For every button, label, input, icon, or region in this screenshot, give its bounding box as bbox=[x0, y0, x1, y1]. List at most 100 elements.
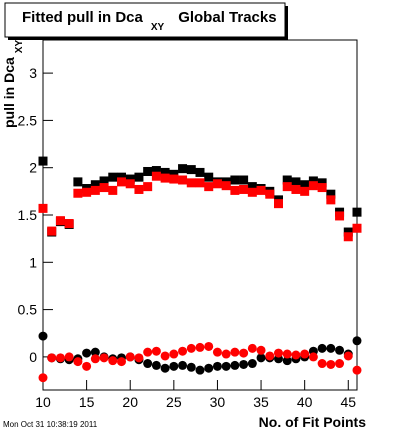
circle-marker bbox=[291, 350, 301, 360]
square-marker bbox=[134, 172, 144, 182]
square-marker bbox=[64, 219, 74, 229]
circle-marker bbox=[326, 343, 336, 353]
y-tick-label: 1.5 bbox=[18, 207, 38, 223]
circle-marker bbox=[38, 331, 48, 341]
square-marker bbox=[125, 179, 135, 189]
square-marker bbox=[265, 189, 275, 199]
square-marker bbox=[99, 176, 109, 186]
square-marker bbox=[195, 178, 205, 188]
circle-marker bbox=[230, 360, 240, 370]
circle-marker bbox=[317, 359, 327, 369]
circle-marker bbox=[160, 351, 170, 361]
square-marker bbox=[308, 176, 318, 186]
square-marker bbox=[326, 189, 336, 199]
circle-marker bbox=[186, 362, 196, 372]
circle-marker bbox=[195, 365, 205, 375]
y-tick-label: 2 bbox=[29, 160, 37, 176]
square-marker bbox=[282, 175, 292, 185]
title-subscript: XY bbox=[151, 22, 165, 33]
y-tick-label: 3 bbox=[29, 65, 37, 81]
circle-marker bbox=[247, 359, 257, 369]
plot-frame bbox=[42, 39, 358, 391]
circle-marker bbox=[308, 352, 318, 362]
title-suffix: Global Tracks bbox=[178, 9, 276, 26]
title-main: Fitted pull in Dca bbox=[22, 9, 143, 26]
circle-marker bbox=[221, 349, 231, 359]
square-marker bbox=[326, 195, 336, 205]
circle-marker bbox=[151, 360, 161, 370]
y-tick-label: 1 bbox=[29, 254, 37, 270]
circle-marker bbox=[247, 343, 257, 353]
circle-marker bbox=[230, 347, 240, 357]
x-tick-label: 15 bbox=[79, 394, 95, 410]
y-tick-label: 0 bbox=[29, 349, 37, 365]
square-marker bbox=[335, 211, 345, 221]
circle-marker bbox=[143, 359, 153, 369]
square-marker bbox=[55, 216, 65, 226]
square-marker bbox=[300, 186, 310, 196]
square-marker bbox=[160, 167, 170, 177]
square-marker bbox=[343, 227, 353, 237]
circle-marker bbox=[352, 336, 362, 346]
x-tick-label: 20 bbox=[122, 394, 138, 410]
circle-marker bbox=[204, 341, 214, 351]
square-marker bbox=[108, 185, 118, 195]
y-tick-label: 2.5 bbox=[18, 112, 38, 128]
square-marker bbox=[117, 172, 126, 182]
circle-marker bbox=[326, 359, 336, 369]
square-marker bbox=[317, 178, 327, 188]
circle-marker bbox=[151, 346, 161, 356]
circle-marker bbox=[47, 353, 57, 363]
x-tick-label: 40 bbox=[297, 394, 313, 410]
title-box bbox=[4, 2, 286, 38]
circle-marker bbox=[317, 343, 327, 353]
y-label-subscript: XY bbox=[14, 40, 25, 54]
square-marker bbox=[282, 182, 292, 192]
square-marker bbox=[204, 172, 214, 182]
circle-marker bbox=[73, 357, 83, 367]
x-axis-label: No. of Fit Points bbox=[259, 414, 367, 430]
square-marker bbox=[90, 185, 100, 195]
square-marker bbox=[82, 187, 92, 197]
square-marker bbox=[300, 180, 310, 190]
x-tick-label: 35 bbox=[253, 394, 269, 410]
circle-marker bbox=[143, 347, 153, 357]
square-marker bbox=[178, 164, 188, 174]
circle-marker bbox=[178, 360, 188, 370]
square-marker bbox=[247, 187, 257, 197]
square-marker bbox=[186, 178, 196, 188]
circle-marker bbox=[90, 347, 100, 357]
circle-marker bbox=[265, 351, 275, 361]
square-marker bbox=[230, 185, 240, 195]
square-marker bbox=[212, 179, 222, 189]
circle-marker bbox=[82, 348, 92, 358]
circle-marker bbox=[239, 348, 249, 358]
x-tick-label: 30 bbox=[210, 394, 226, 410]
y-label-main: pull in Dca bbox=[1, 57, 17, 128]
square-marker bbox=[352, 223, 362, 233]
square-marker bbox=[125, 174, 135, 184]
circle-marker bbox=[256, 353, 266, 363]
square-marker bbox=[99, 183, 109, 193]
square-marker bbox=[195, 167, 205, 177]
circle-marker bbox=[212, 361, 222, 371]
square-marker bbox=[274, 199, 283, 209]
y-axis-label: pull in Dca XY bbox=[1, 40, 25, 128]
square-marker bbox=[38, 156, 48, 166]
square-marker bbox=[343, 232, 353, 242]
square-marker bbox=[47, 226, 57, 236]
circle-marker bbox=[55, 353, 65, 363]
circle-marker bbox=[99, 353, 109, 363]
x-tick-label: 25 bbox=[166, 394, 182, 410]
circle-marker bbox=[256, 345, 266, 355]
circle-marker bbox=[343, 351, 353, 361]
square-marker bbox=[169, 174, 179, 184]
square-marker bbox=[143, 166, 153, 176]
circle-marker bbox=[117, 357, 126, 367]
square-marker bbox=[291, 184, 301, 194]
circle-marker bbox=[282, 349, 292, 359]
square-marker bbox=[73, 177, 83, 187]
square-marker bbox=[239, 175, 249, 185]
square-marker bbox=[108, 172, 118, 182]
